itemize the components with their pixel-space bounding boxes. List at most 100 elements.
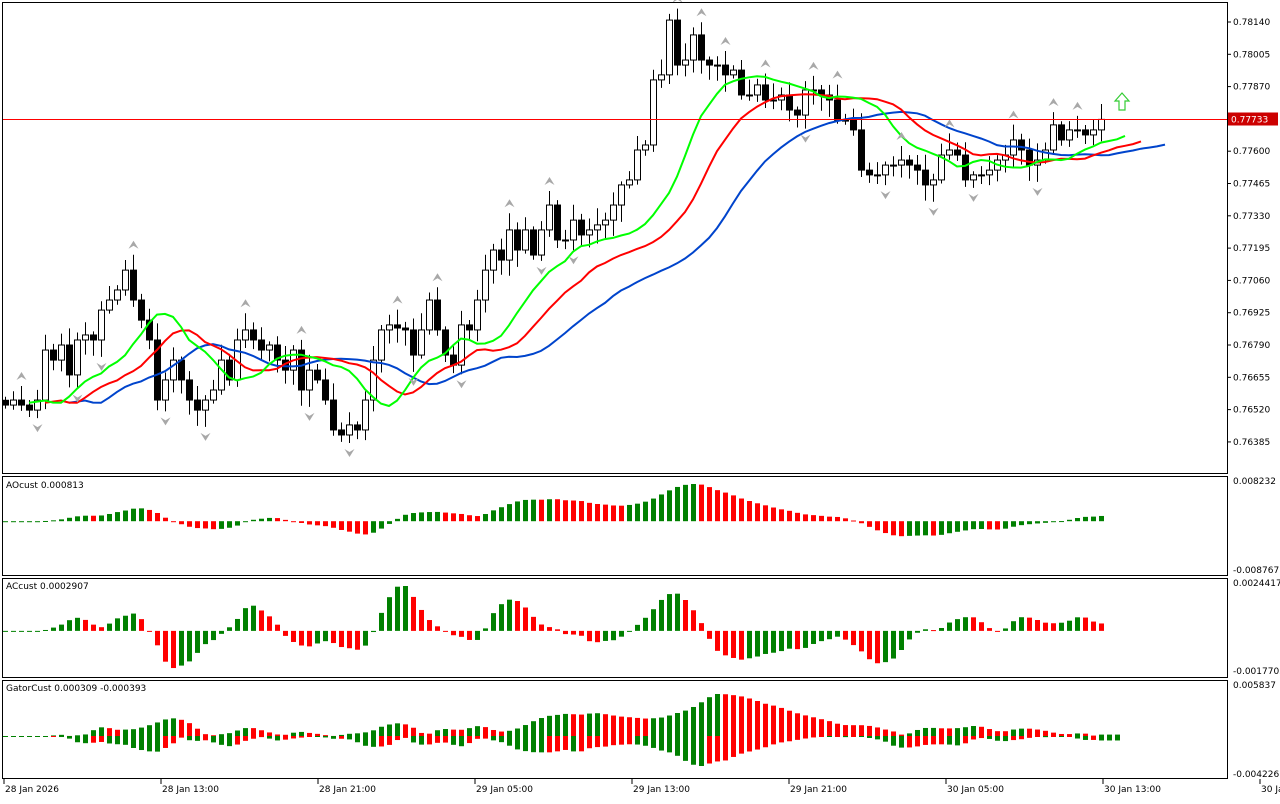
histogram-bar	[67, 620, 72, 631]
gator-lower-bar	[67, 736, 72, 739]
gator-lower-bar	[1083, 736, 1088, 740]
gator-lower-bar	[675, 736, 680, 756]
gator-upper-bar	[107, 728, 112, 736]
histogram-bar	[723, 631, 728, 655]
candle-body	[323, 380, 329, 400]
gator-lower-bar	[587, 736, 592, 748]
histogram-bar	[547, 499, 552, 521]
gator-lower-bar	[827, 736, 832, 737]
fractal-up-icon	[721, 37, 731, 45]
candle-body	[467, 325, 473, 330]
gator-lower-bar	[179, 736, 184, 738]
histogram-bar	[179, 631, 184, 666]
histogram-bar	[1099, 516, 1104, 521]
histogram-bar	[435, 512, 440, 521]
price-panel[interactable]	[2, 0, 1227, 457]
histogram-bar	[259, 610, 264, 630]
gator-lower-bar	[155, 736, 160, 752]
histogram-bar	[251, 606, 256, 631]
histogram-bar	[83, 620, 88, 631]
histogram-bar	[355, 631, 360, 650]
histogram-bar	[275, 625, 280, 631]
histogram-bar	[515, 601, 520, 631]
candle-body	[1083, 130, 1089, 135]
candle-body	[243, 330, 249, 340]
histogram-bar	[403, 515, 408, 521]
ao-panel[interactable]	[3, 484, 1104, 536]
gator-lower-bar	[19, 736, 24, 737]
gator-lower-bar	[931, 736, 936, 744]
histogram-bar	[1035, 521, 1040, 523]
gator-upper-bar	[907, 733, 912, 736]
histogram-bar	[987, 521, 992, 529]
gator-upper-bar	[563, 714, 568, 736]
histogram-bar	[123, 511, 128, 522]
histogram-bar	[747, 501, 752, 521]
gator-upper-bar	[1059, 734, 1064, 736]
histogram-bar	[939, 628, 944, 631]
candle-body	[635, 150, 641, 180]
fractal-up-icon	[241, 299, 251, 307]
histogram-bar	[931, 630, 936, 631]
gator-upper-bar	[755, 701, 760, 736]
histogram-bar	[147, 631, 152, 632]
gator-lower-bar	[43, 736, 48, 737]
histogram-bar	[875, 631, 880, 663]
price-tick-label: 0.78005	[1233, 50, 1270, 60]
gator-lower-bar	[595, 736, 600, 747]
gator-lower-bar	[1091, 736, 1096, 740]
histogram-bar	[331, 521, 336, 528]
histogram-bar	[691, 610, 696, 631]
fractal-down-icon	[457, 380, 467, 388]
gator-lower-bar	[395, 736, 400, 740]
histogram-bar	[995, 631, 1000, 632]
candle-body	[643, 145, 649, 150]
histogram-bar	[483, 514, 488, 521]
fractal-up-icon	[505, 199, 515, 207]
gator-lower-bar	[851, 736, 856, 737]
candle-body	[571, 220, 577, 240]
candle-body	[1075, 130, 1081, 131]
candle-body	[611, 205, 617, 220]
histogram-bar	[747, 631, 752, 658]
gator-upper-bar	[971, 726, 976, 736]
candle-body	[795, 110, 801, 115]
histogram-bar	[491, 510, 496, 521]
gator-upper-bar	[771, 706, 776, 736]
histogram-bar	[827, 631, 832, 639]
fractal-up-icon	[697, 8, 707, 16]
gator-upper-bar	[915, 730, 920, 736]
gator-lower-bar	[211, 736, 216, 742]
histogram-bar	[915, 521, 920, 535]
histogram-bar	[563, 500, 568, 521]
histogram-bar	[75, 618, 80, 631]
histogram-bar	[611, 505, 616, 521]
histogram-bar	[459, 631, 464, 637]
histogram-bar	[347, 521, 352, 531]
candle-body	[1051, 125, 1057, 150]
gator-lower-bar	[331, 736, 336, 739]
gator-lower-bar	[163, 736, 168, 748]
histogram-bar	[451, 631, 456, 635]
histogram-bar	[195, 631, 200, 653]
gator-lower-bar	[379, 736, 384, 746]
gator-lower-bar	[371, 736, 376, 747]
gator-lower-bar	[723, 736, 728, 760]
gator-upper-bar	[843, 725, 848, 736]
fractal-down-icon	[345, 449, 355, 457]
gator-lower-bar	[659, 736, 664, 751]
histogram-bar	[475, 516, 480, 521]
gator-lower-bar	[755, 736, 760, 750]
alligator-lips-line	[29, 76, 1125, 406]
gator-upper-bar	[507, 731, 512, 736]
histogram-bar	[155, 513, 160, 521]
gator-lower-bar	[683, 736, 688, 761]
histogram-bar	[1043, 521, 1048, 523]
ac-panel[interactable]	[3, 586, 1104, 668]
histogram-bar	[611, 631, 616, 640]
candle-body	[139, 300, 145, 320]
gator-panel[interactable]	[3, 694, 1120, 766]
histogram-bar	[99, 515, 104, 521]
histogram-bar	[803, 631, 808, 648]
